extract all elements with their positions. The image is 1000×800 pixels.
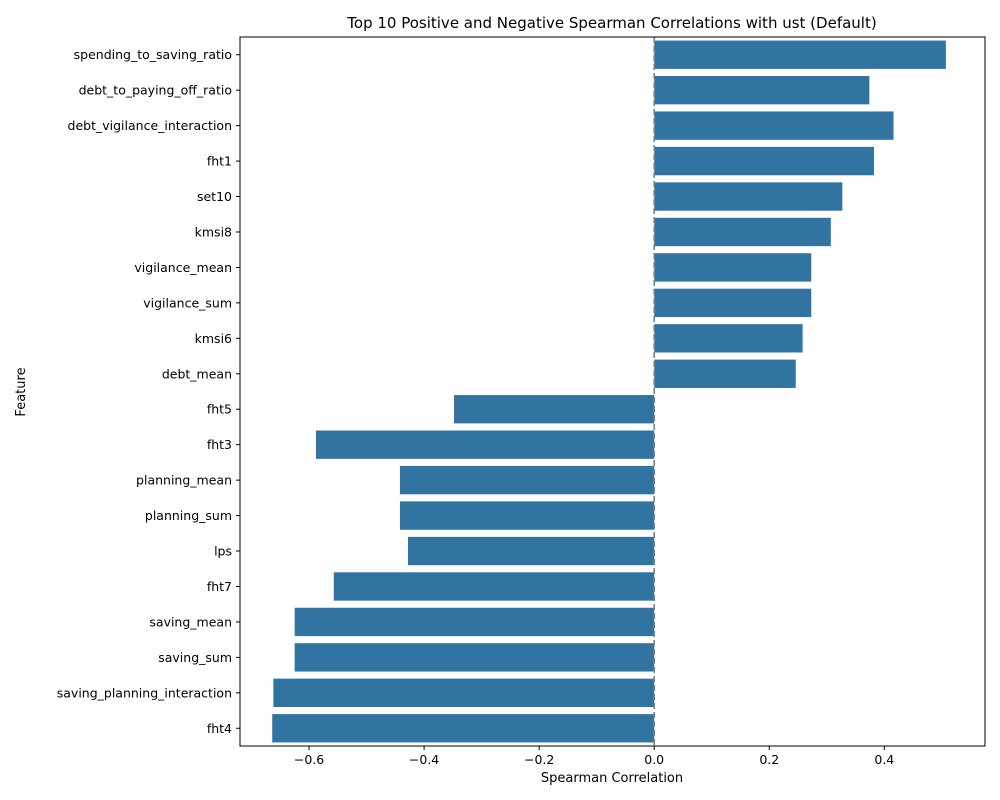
bar-saving-planning-interaction [273, 678, 655, 708]
y-axis-label: Feature [14, 367, 29, 416]
y-tick-label: planning_mean [136, 473, 232, 488]
x-tick-label: −0.4 [409, 752, 439, 767]
bar-spending-to-saving-ratio [654, 40, 946, 69]
bar-planning-sum [399, 501, 655, 530]
bar-fht7 [333, 572, 655, 601]
y-tick-label: debt_to_paying_off_ratio [79, 83, 232, 98]
x-axis-label: Spearman Correlation [541, 771, 683, 786]
y-tick-label: fht3 [207, 437, 232, 452]
x-tick-labels: −0.6 −0.4 −0.2 0.0 0.2 0.4 [294, 746, 894, 767]
bar-lps [407, 536, 655, 566]
y-tick-label: fht1 [207, 154, 232, 169]
y-tick-label: vigilance_sum [143, 295, 232, 310]
bar-debt-mean [654, 359, 796, 388]
bar-planning-mean [399, 465, 655, 495]
y-tick-label: fht5 [207, 402, 232, 417]
bar-kmsi6 [654, 324, 803, 353]
bar-debt-vigilance-interaction [654, 111, 894, 140]
y-tick-label: debt_mean [162, 366, 232, 381]
bars-group [272, 40, 946, 743]
y-tick-label: debt_vigilance_interaction [68, 118, 232, 133]
y-tick-label: kmsi8 [195, 224, 232, 239]
bar-fht5 [454, 395, 655, 424]
bar-debt-to-paying-off-ratio [654, 75, 870, 105]
y-tick-labels: spending_to_saving_ratio debt_to_paying_o… [57, 47, 240, 736]
y-tick-label: spending_to_saving_ratio [74, 47, 232, 62]
bar-set10 [654, 182, 843, 211]
chart-title: Top 10 Positive and Negative Spearman Co… [346, 14, 876, 32]
x-tick-label: 0.4 [874, 752, 894, 767]
y-tick-label: kmsi6 [195, 331, 232, 346]
bar-saving-mean [294, 607, 655, 637]
y-tick-label: saving_mean [149, 614, 232, 629]
bar-kmsi8 [654, 217, 831, 247]
bar-fht4 [272, 714, 655, 743]
y-tick-label: saving_planning_interaction [57, 685, 232, 700]
bar-vigilance-mean [654, 253, 812, 282]
bar-fht1 [654, 146, 874, 176]
y-tick-label: set10 [197, 189, 232, 204]
y-tick-label: fht4 [207, 721, 232, 736]
x-tick-label: −0.2 [524, 752, 554, 767]
y-tick-label: fht7 [207, 579, 232, 594]
bar-saving-sum [294, 643, 655, 672]
y-tick-label: planning_sum [145, 508, 232, 523]
x-tick-label: 0.0 [644, 752, 664, 767]
y-tick-label: vigilance_mean [134, 260, 232, 275]
bar-vigilance-sum [654, 288, 812, 318]
x-tick-label: 0.2 [759, 752, 779, 767]
y-tick-label: saving_sum [158, 650, 232, 665]
y-tick-label: lps [214, 544, 232, 559]
plot-frame [239, 36, 986, 747]
x-tick-label: −0.6 [294, 752, 324, 767]
bar-fht3 [315, 430, 655, 459]
